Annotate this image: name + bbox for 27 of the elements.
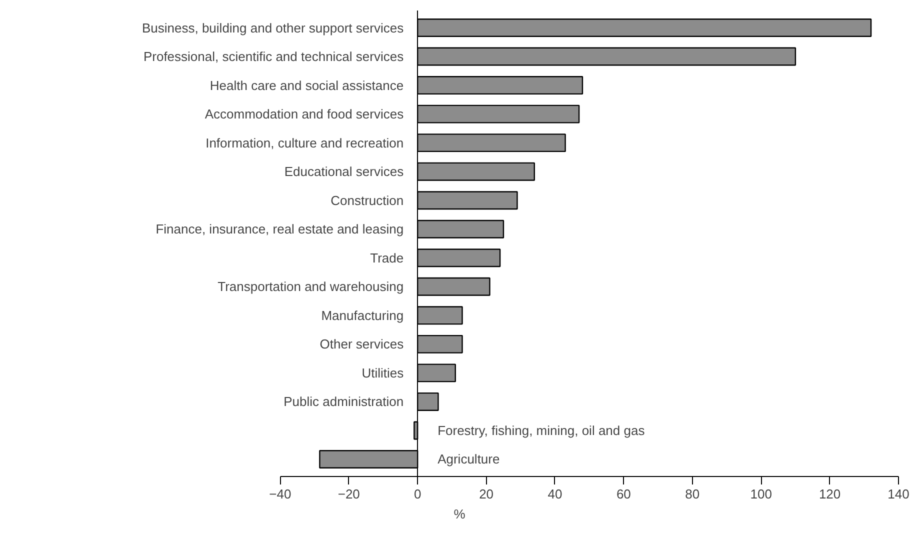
y-tick-label: Public administration <box>284 394 404 410</box>
x-tick-label: −20 <box>338 486 360 502</box>
x-tick-label: 20 <box>479 486 494 502</box>
x-tick-label: 120 <box>818 486 841 502</box>
y-tick-label: Other services <box>320 336 404 352</box>
y-tick-label: Educational services <box>284 164 404 180</box>
y-tick-label: Information, culture and recreation <box>206 135 404 150</box>
x-tick-label: 100 <box>750 486 772 502</box>
y-tick-label: Manufacturing <box>321 308 404 323</box>
y-tick-label: Accommodation and food services <box>204 106 404 122</box>
x-tick-label: 0 <box>414 486 422 502</box>
x-tick-label: 40 <box>548 486 562 502</box>
y-tick-label: Trade <box>370 250 404 266</box>
y-tick-label: Professional, scientific and technical services <box>143 49 404 64</box>
y-tick-label: Agriculture <box>438 452 500 467</box>
y-tick-label: Forestry, fishing, mining, oil and gas <box>438 422 646 438</box>
y-tick-label: Utilities <box>362 365 404 380</box>
y-tick-label: Construction <box>330 192 404 208</box>
x-tick-label: −40 <box>269 486 292 502</box>
y-tick-label: Business, building and other support services <box>142 20 404 36</box>
x-tick-label: 60 <box>616 486 631 502</box>
x-tick-label: 80 <box>685 486 700 502</box>
y-tick-label: Transportation and warehousing <box>218 279 404 294</box>
y-tick-label: Finance, insurance, real estate and leasing <box>156 222 404 237</box>
y-tick-label: Health care and social assistance <box>210 78 404 93</box>
x-tick-label: 140 <box>888 486 910 502</box>
x-axis-title: % <box>454 506 466 522</box>
